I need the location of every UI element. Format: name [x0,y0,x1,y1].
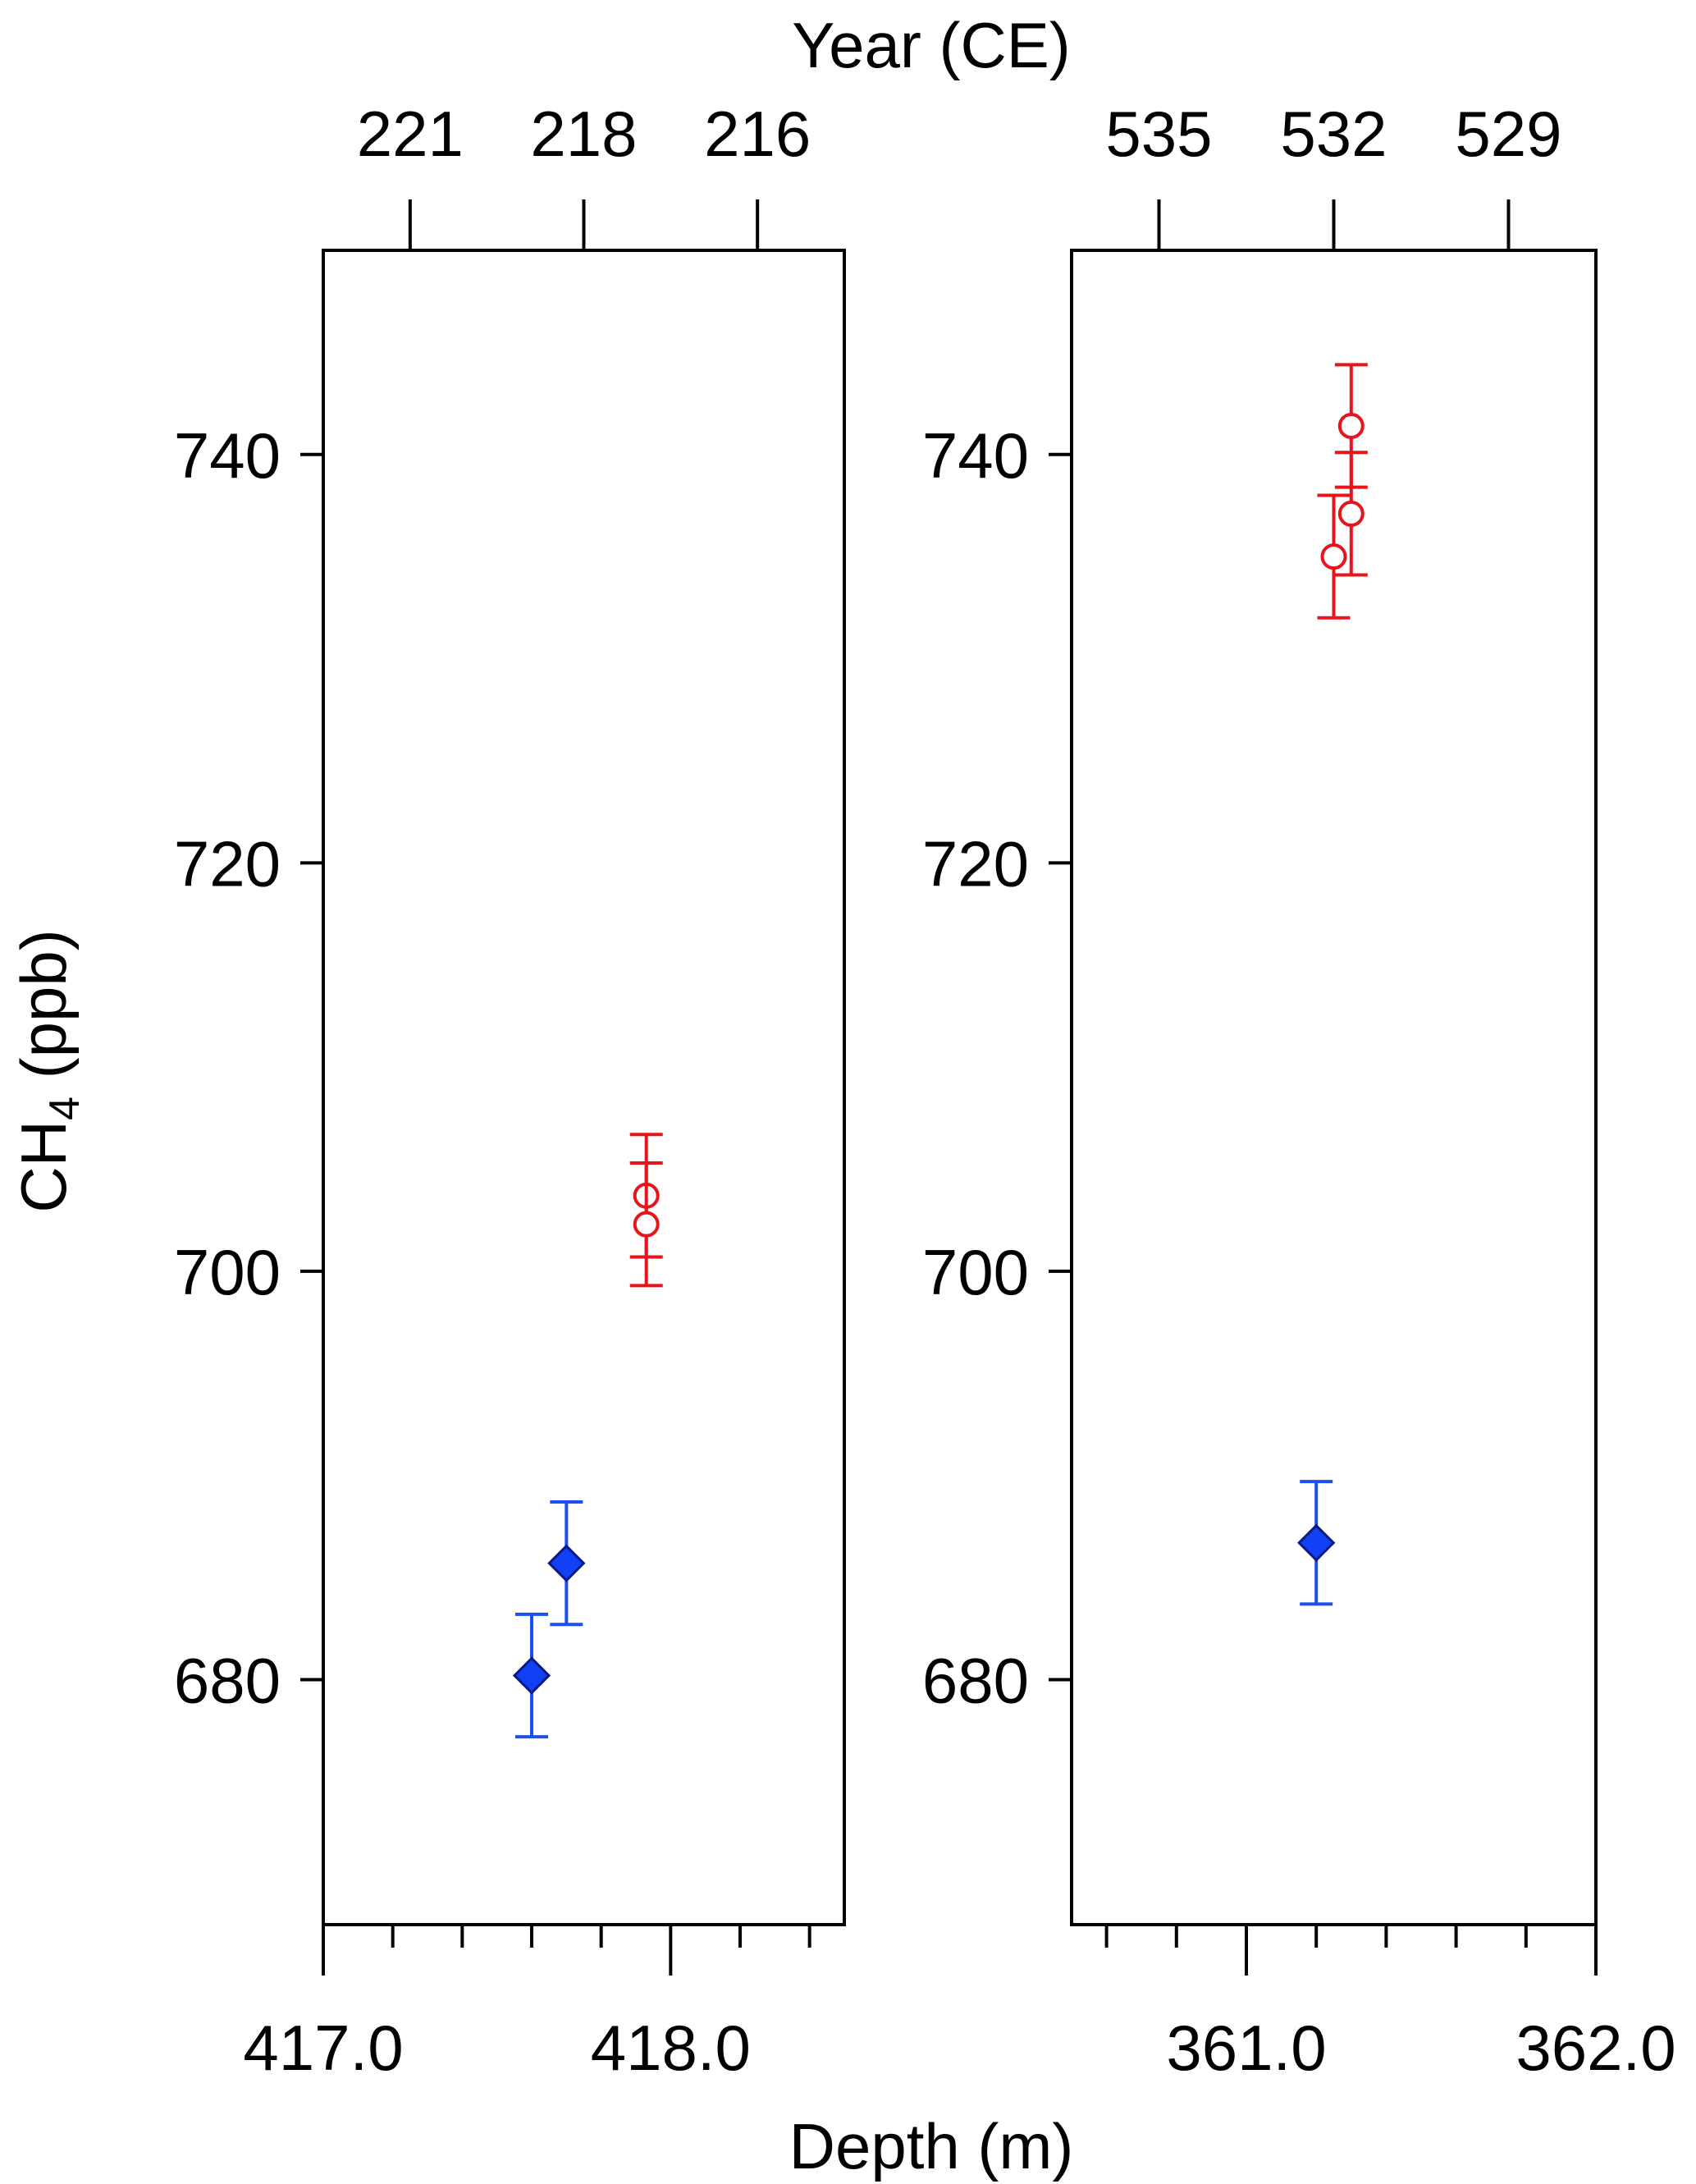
y-axis-title-units: (ppb) [7,929,80,1097]
y-tick-label: 680 [922,1644,1029,1716]
bottom-axis-title: Depth (m) [789,2110,1074,2182]
y-axis-title: CH4 (ppb) [7,929,89,1212]
red-open-circle-marker [633,1211,660,1238]
red-open-circle-marker [1337,412,1365,439]
y-tick-label: 720 [922,827,1029,900]
red-open-circle-marker [1337,500,1365,527]
y-tick-label: 680 [174,1644,281,1716]
top-year-tick-label: 216 [704,98,811,170]
y-axis-title-subscript: 4 [41,1097,89,1120]
blue-diamond-marker [547,1544,586,1582]
x-tick-label: 418.0 [591,2012,751,2084]
y-tick-label: 720 [174,827,281,900]
y-tick-label: 700 [922,1236,1029,1308]
blue-diamond-marker [1297,1523,1336,1562]
panel-1: 680 700 720 740 417.0 418.0 221 218 216 [174,98,846,2084]
x-tick-label: 361.0 [1166,2012,1326,2084]
plot-frame [322,249,846,1926]
red-open-circle-marker [1320,543,1347,570]
top-axis-title: Year (CE) [792,9,1071,81]
panels-layer: 680 700 720 740 417.0 418.0 221 218 216 680 700 720… [174,98,1676,2084]
top-year-tick-label: 529 [1455,98,1561,170]
top-year-tick-label: 218 [530,98,637,170]
x-tick-label: 362.0 [1515,2012,1675,2084]
y-tick-label: 700 [174,1236,281,1308]
panel-2: 680 700 720 740 361.0 362.0 535 532 529 [922,98,1676,2084]
y-tick-label: 740 [174,419,281,492]
x-tick-label: 417.0 [243,2012,403,2084]
top-year-tick-label: 532 [1280,98,1387,170]
blue-diamond-marker [512,1656,551,1695]
top-year-tick-label: 221 [357,98,464,170]
top-year-tick-label: 535 [1105,98,1212,170]
y-axis-title-main: CH [7,1120,80,1213]
y-tick-label: 740 [922,419,1029,492]
